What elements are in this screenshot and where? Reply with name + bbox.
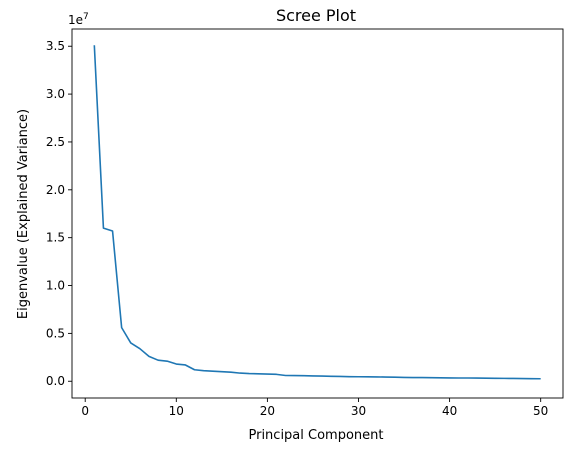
x-axis-label: Principal Component bbox=[248, 428, 383, 443]
series-line-0 bbox=[93, 45, 541, 380]
y-tick-label: 3.0 bbox=[46, 87, 65, 101]
x-tick-label: 40 bbox=[442, 404, 457, 418]
x-tick-label: 10 bbox=[169, 404, 184, 418]
x-tick-label: 20 bbox=[260, 404, 275, 418]
y-tick-label: 1.5 bbox=[46, 231, 65, 245]
y-offset-exponent: 7 bbox=[83, 12, 89, 22]
y-offset-label: 1e7 bbox=[68, 12, 89, 27]
y-axis-label: Eigenvalue (Explained Variance) bbox=[16, 109, 31, 319]
y-tick-label: 0.5 bbox=[46, 326, 65, 340]
y-tick-label: 1.0 bbox=[46, 279, 65, 293]
y-offset-base: 1e bbox=[68, 13, 83, 27]
y-tick-label: 2.0 bbox=[46, 183, 65, 197]
x-tick-label: 50 bbox=[533, 404, 548, 418]
x-tick-label: 30 bbox=[351, 404, 366, 418]
y-tick-label: 0.0 bbox=[46, 374, 65, 388]
y-tick-label: 3.5 bbox=[46, 39, 65, 53]
x-tick-label: 0 bbox=[81, 404, 89, 418]
chart-title: Scree Plot bbox=[276, 6, 356, 25]
plot-frame bbox=[71, 28, 564, 399]
y-tick-label: 2.5 bbox=[46, 135, 65, 149]
plot-area: 0 10 20 30 40 50 0.0 0.5 1.0 1.5 2.0 2.5 3.0 3.5 bbox=[46, 28, 564, 418]
